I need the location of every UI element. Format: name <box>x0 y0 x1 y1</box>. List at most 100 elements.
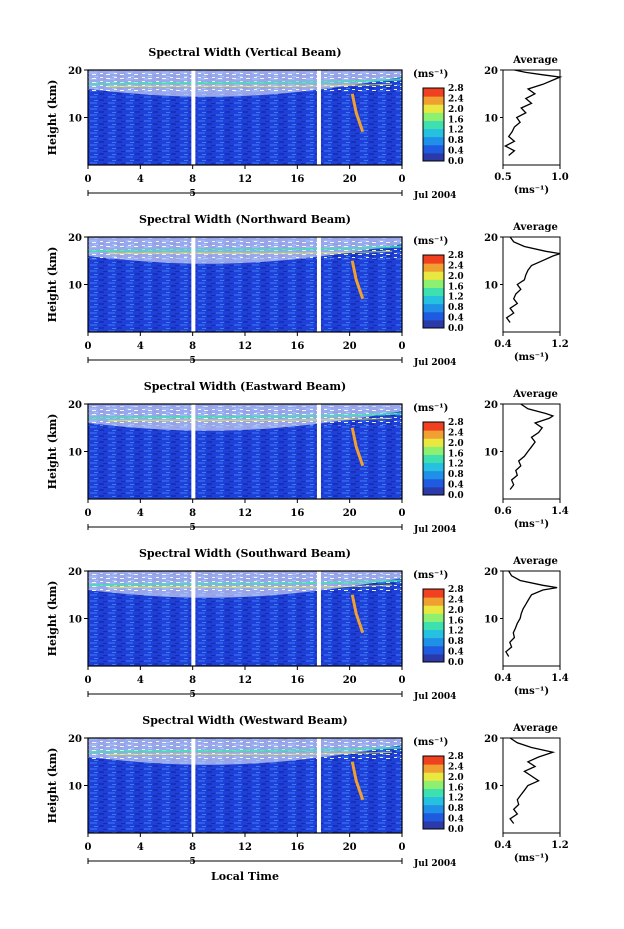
date-label-2: Jul 2004 <box>413 525 456 535</box>
x-tick-label-4-4: 16 <box>290 842 304 853</box>
colorbar-tick-3-0: 0.0 <box>448 658 464 668</box>
colorbar-tick-0-6: 2.4 <box>448 94 464 104</box>
colorbar-swatch-4-3 <box>423 796 444 806</box>
heatmap-peak-layer-0 <box>107 83 393 88</box>
x-tick-label-3-5: 20 <box>343 675 357 686</box>
avg-profile-line-3 <box>505 570 558 657</box>
x-tick-label-0-3: 12 <box>238 174 252 185</box>
colorbar-swatch-0-3 <box>423 128 444 138</box>
colorbar-tick-2-2: 0.8 <box>448 470 464 480</box>
y-tick-label-1-1: 20 <box>68 233 82 244</box>
date-label-4: Jul 2004 <box>413 859 456 869</box>
colorbar-tick-4-3: 1.2 <box>448 794 464 804</box>
colorbar-tick-1-0: 0.0 <box>448 324 464 334</box>
y-axis-title-4: Height (km) <box>46 748 59 824</box>
x-tick-label-4-3: 12 <box>238 842 252 853</box>
x-tick-label-2-1: 4 <box>137 508 144 519</box>
date-label-1: Jul 2004 <box>413 358 456 368</box>
x-tick-label-4-6: 0 <box>399 842 406 853</box>
y-tick-label-0-0: 10 <box>68 114 82 125</box>
y-tick-label-3-1: 20 <box>68 567 82 578</box>
x-tick-label-3-6: 0 <box>399 675 406 686</box>
colorbar-swatch-3-1 <box>423 645 444 655</box>
data-gap-a-2 <box>191 404 196 499</box>
x-tick-label-1-6: 0 <box>399 341 406 352</box>
colorbar-tick-1-6: 2.4 <box>448 261 464 271</box>
x-tick-label-1-5: 20 <box>343 341 357 352</box>
colorbar-swatch-4-6 <box>423 772 444 781</box>
x-tick-label-3-0: 0 <box>85 675 92 686</box>
avg-x-label-1-0: 0.4 <box>494 339 511 350</box>
colorbar-tick-2-6: 2.4 <box>448 428 464 438</box>
data-gap-b-3 <box>316 571 321 666</box>
date-label-0: Jul 2004 <box>413 191 456 201</box>
colorbar-tick-0-4: 1.6 <box>448 115 464 125</box>
colorbar-tick-1-1: 0.4 <box>448 314 464 324</box>
colorbar-unit-0: (ms⁻¹) <box>413 69 448 80</box>
heatmap-enhanced-layer-2 <box>87 412 403 420</box>
avg-x-label-3-0: 0.4 <box>494 673 511 684</box>
x-tick-label-4-5: 20 <box>343 842 357 853</box>
avg-x-label-0-0: 0.5 <box>494 172 511 183</box>
x-tick-label-4-2: 8 <box>189 842 196 853</box>
x-tick-label-4-1: 4 <box>137 842 144 853</box>
colorbar-swatch-2-4 <box>423 454 444 464</box>
colorbar-swatch-4-1 <box>423 812 444 822</box>
x-tick-label-2-6: 0 <box>399 508 406 519</box>
colorbar-swatch-0-1 <box>423 144 444 154</box>
x-tick-label-3-1: 4 <box>137 675 144 686</box>
colorbar-swatch-3-4 <box>423 621 444 631</box>
convective-feature-4 <box>350 761 365 801</box>
colorbar-tick-2-1: 0.4 <box>448 481 464 491</box>
y-axis-title-0: Height (km) <box>46 80 59 156</box>
heatmap-peak-layer-1 <box>107 250 393 255</box>
colorbar-swatch-1-0 <box>423 319 444 329</box>
day-label-3: 5 <box>190 690 196 700</box>
avg-x-label-4-1: 1.2 <box>551 840 568 851</box>
avg-frame-2 <box>502 403 561 500</box>
colorbar-swatch-2-1 <box>423 478 444 488</box>
day-label-1: 5 <box>190 356 196 366</box>
colorbar-swatch-1-3 <box>423 295 444 305</box>
heatmap-peak-layer-3 <box>107 584 393 589</box>
avg-y-label-1-1: 20 <box>484 233 498 244</box>
data-gap-a-0 <box>191 70 196 165</box>
x-tick-label-1-1: 4 <box>137 341 144 352</box>
colorbar-tick-0-5: 2.0 <box>448 105 464 115</box>
convective-feature-3 <box>350 594 365 634</box>
y-axis-title-1: Height (km) <box>46 247 59 323</box>
x-tick-label-0-1: 4 <box>137 174 144 185</box>
colorbar-tick-0-0: 0.0 <box>448 157 464 167</box>
avg-y-label-0-0: 10 <box>484 114 498 125</box>
avg-frame-1 <box>502 236 561 333</box>
avg-x-label-4-0: 0.4 <box>494 840 511 851</box>
data-gap-b-1 <box>316 237 321 332</box>
data-gap-a-3 <box>191 571 196 666</box>
x-tick-label-0-0: 0 <box>85 174 92 185</box>
data-gap-b-2 <box>316 404 321 499</box>
avg-frame-3 <box>502 570 561 667</box>
panel-title-4: Spectral Width (Westward Beam) <box>142 714 347 727</box>
colorbar-tick-3-3: 1.2 <box>448 627 464 637</box>
colorbar-unit-3: (ms⁻¹) <box>413 570 448 581</box>
colorbar-unit-1: (ms⁻¹) <box>413 236 448 247</box>
avg-x-label-3-1: 1.4 <box>551 673 568 684</box>
panel-title-3: Spectral Width (Southward Beam) <box>139 547 351 560</box>
colorbar-swatch-2-2 <box>423 470 444 480</box>
y-axis-title-2: Height (km) <box>46 414 59 490</box>
colorbar-tick-0-2: 0.8 <box>448 136 464 146</box>
avg-title-3: Average <box>512 556 558 567</box>
colorbar-unit-2: (ms⁻¹) <box>413 403 448 414</box>
avg-x-label-2-1: 1.4 <box>551 506 568 517</box>
colorbar-swatch-0-2 <box>423 136 444 146</box>
heatmap-enhanced-layer-1 <box>87 245 403 253</box>
panel-title-0: Spectral Width (Vertical Beam) <box>148 46 341 59</box>
colorbar-swatch-4-4 <box>423 788 444 798</box>
colorbar-swatch-4-2 <box>423 804 444 814</box>
date-label-3: Jul 2004 <box>413 692 456 702</box>
colorbar-swatch-1-1 <box>423 311 444 321</box>
y-tick-label-4-0: 10 <box>68 782 82 793</box>
colorbar-swatch-4-8 <box>423 756 444 765</box>
colorbar-tick-1-3: 1.2 <box>448 293 464 303</box>
avg-title-0: Average <box>512 55 558 66</box>
